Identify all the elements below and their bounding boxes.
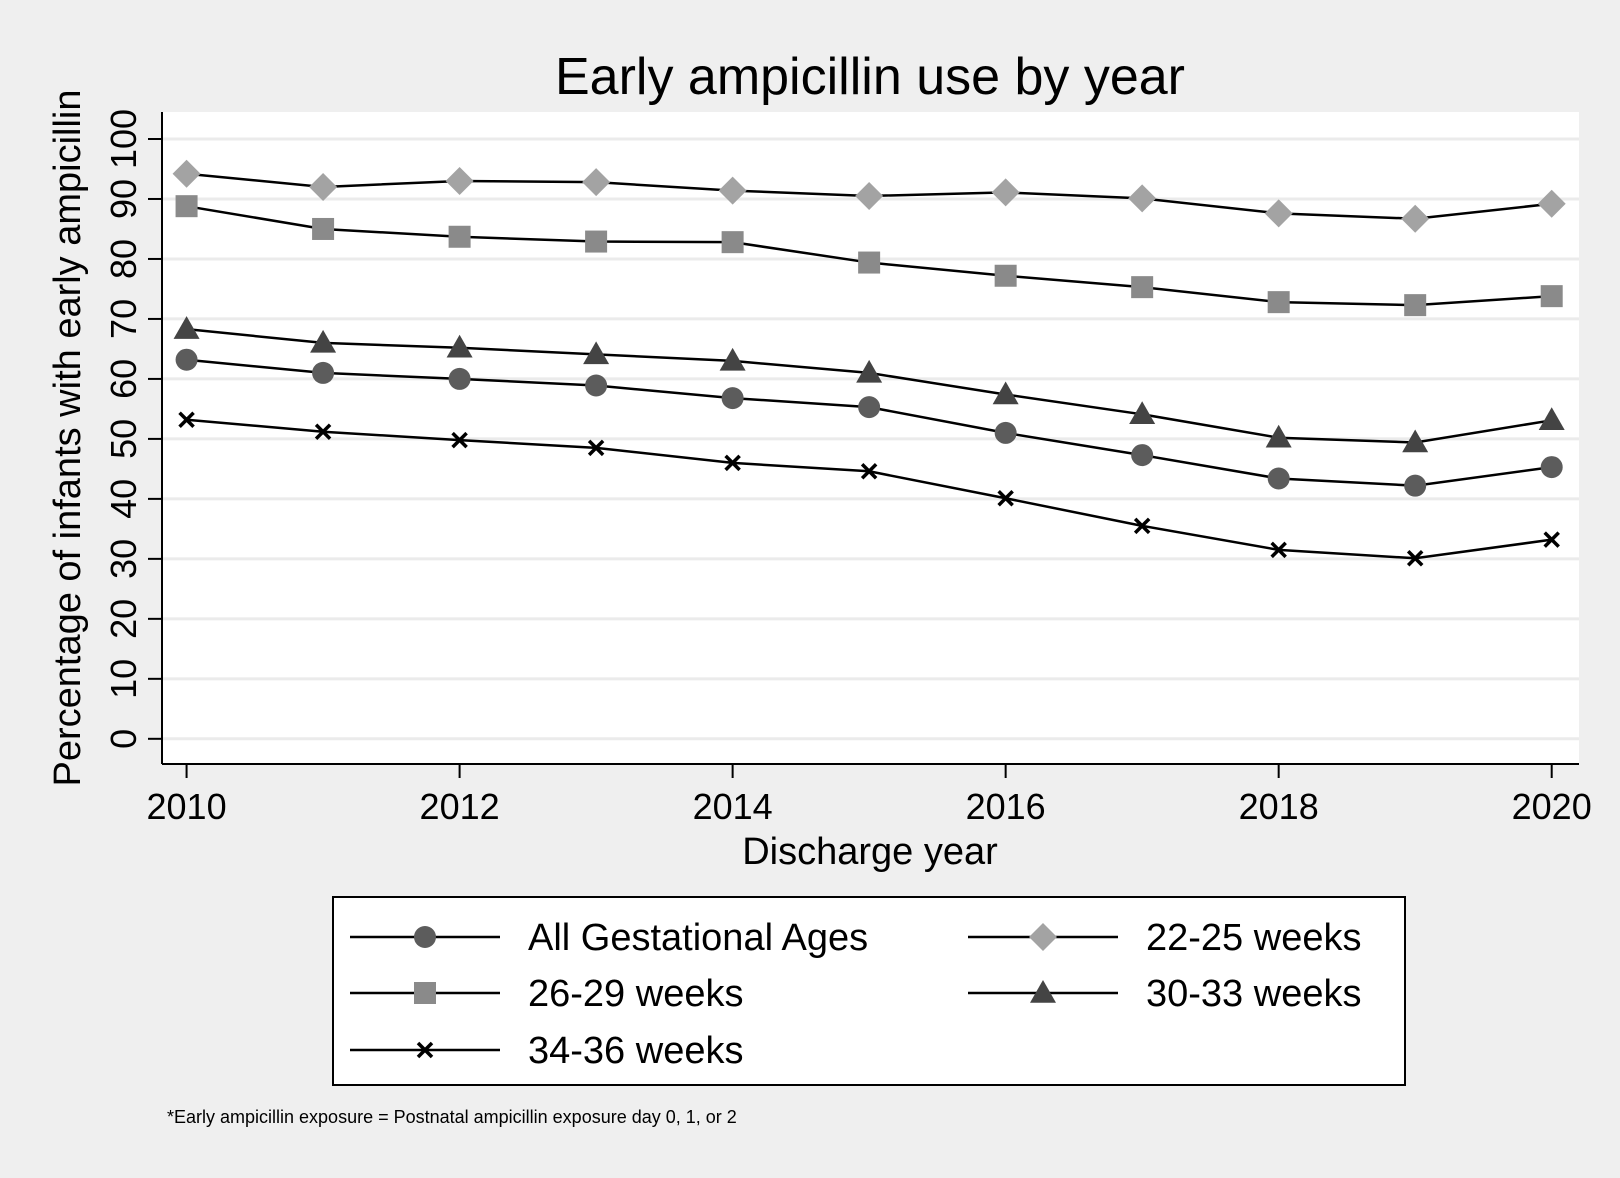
data-point [718, 176, 747, 205]
y-tick-label: 70 [103, 299, 144, 339]
y-tick-label: 30 [103, 539, 144, 579]
data-point [451, 431, 468, 449]
data-point [858, 396, 881, 419]
data-point [721, 387, 744, 410]
data-point [310, 329, 337, 353]
x-tick-label: 2012 [420, 786, 500, 827]
data-point [448, 367, 471, 390]
data-point [997, 490, 1014, 507]
y-tick-label: 0 [103, 729, 144, 749]
y-tick-label: 50 [103, 419, 144, 459]
x-tick-label: 2020 [1512, 786, 1592, 827]
data-point [1537, 189, 1566, 218]
data-point [724, 454, 741, 472]
y-tick-label: 20 [103, 599, 144, 639]
y-tick-label: 80 [103, 239, 144, 279]
y-axis: 0 10 20 30 40 50 60 70 80 90 100 [103, 109, 163, 764]
legend-marker [414, 926, 436, 948]
footnote: *Early ampicillin exposure = Postnatal a… [167, 1107, 737, 1127]
data-point [446, 334, 473, 358]
data-point [1133, 517, 1151, 535]
data-point [583, 341, 610, 365]
x-axis-label: Discharge year [742, 831, 998, 873]
legend-label: 30-33 weeks [1146, 973, 1361, 1015]
data-point [1270, 541, 1287, 559]
x-tick-label: 2018 [1239, 786, 1319, 827]
data-point [1543, 531, 1560, 548]
data-point [1131, 444, 1154, 467]
series-markers [172, 159, 1566, 567]
data-point [992, 381, 1019, 405]
x-tick-label: 2014 [693, 786, 773, 827]
data-point [175, 348, 198, 371]
data-point [172, 159, 201, 188]
data-point [994, 264, 1017, 287]
data-point [585, 230, 608, 253]
data-point [173, 316, 200, 339]
data-point [1404, 474, 1427, 497]
y-tick-label: 60 [103, 359, 144, 399]
y-tick-label: 90 [103, 179, 144, 219]
data-point [1401, 204, 1430, 233]
data-point [1129, 401, 1156, 425]
data-point [855, 181, 884, 210]
data-point [178, 411, 195, 428]
legend-label: 34-36 weeks [528, 1030, 743, 1072]
legend-box [332, 896, 1406, 1086]
data-point [1540, 456, 1563, 479]
chart-title: Early ampicillin use by year [555, 48, 1185, 106]
legend-item: 22-25 weeks [968, 917, 1361, 959]
data-point [721, 231, 744, 254]
data-point [994, 421, 1017, 444]
data-point [312, 217, 335, 240]
legend-item: 34-36 weeks [350, 1030, 743, 1072]
legend-item: 26-29 weeks [350, 973, 743, 1015]
legend-label: 26-29 weeks [528, 973, 743, 1015]
data-point [1404, 294, 1427, 317]
legend-item: All Gestational Ages [350, 917, 868, 959]
y-axis-label: Percentage of infants with early ampicil… [47, 89, 89, 786]
y-tick-label: 100 [103, 109, 144, 169]
data-point [314, 423, 332, 440]
data-point [1128, 184, 1157, 213]
data-point [1406, 550, 1424, 567]
data-point [312, 361, 335, 384]
data-point [1540, 285, 1563, 308]
data-point [175, 195, 198, 218]
legend-item: 30-33 weeks [968, 973, 1361, 1015]
legend-label: 22-25 weeks [1146, 917, 1361, 959]
data-point [719, 347, 746, 371]
y-tick-label: 40 [103, 479, 144, 519]
x-tick-label: 2010 [147, 786, 227, 827]
x-axis: 2010 2012 2014 2016 2018 2020 [147, 763, 1592, 827]
legend: All Gestational Ages 22-25 weeks 26-29 wee… [332, 896, 1406, 1086]
data-point [1267, 291, 1290, 314]
data-point [445, 166, 474, 195]
data-point [860, 463, 878, 480]
data-point [448, 225, 471, 248]
legend-marker [416, 1041, 434, 1059]
data-point [309, 172, 338, 201]
data-point [1131, 276, 1154, 299]
data-point [858, 251, 881, 274]
legend-marker [414, 982, 436, 1004]
data-point [582, 168, 611, 197]
data-point [991, 178, 1020, 207]
data-point [1538, 407, 1565, 431]
legend-marker [1030, 980, 1056, 1003]
x-tick-label: 2016 [966, 786, 1046, 827]
data-point [1265, 424, 1292, 448]
data-point [1402, 429, 1429, 453]
data-point [1264, 199, 1293, 228]
legend-marker [1029, 923, 1057, 951]
data-point [856, 359, 883, 383]
y-tick-label: 10 [103, 659, 144, 699]
data-point [585, 374, 608, 397]
legend-label: All Gestational Ages [528, 917, 868, 959]
data-point [1267, 467, 1290, 490]
data-point [587, 439, 605, 457]
